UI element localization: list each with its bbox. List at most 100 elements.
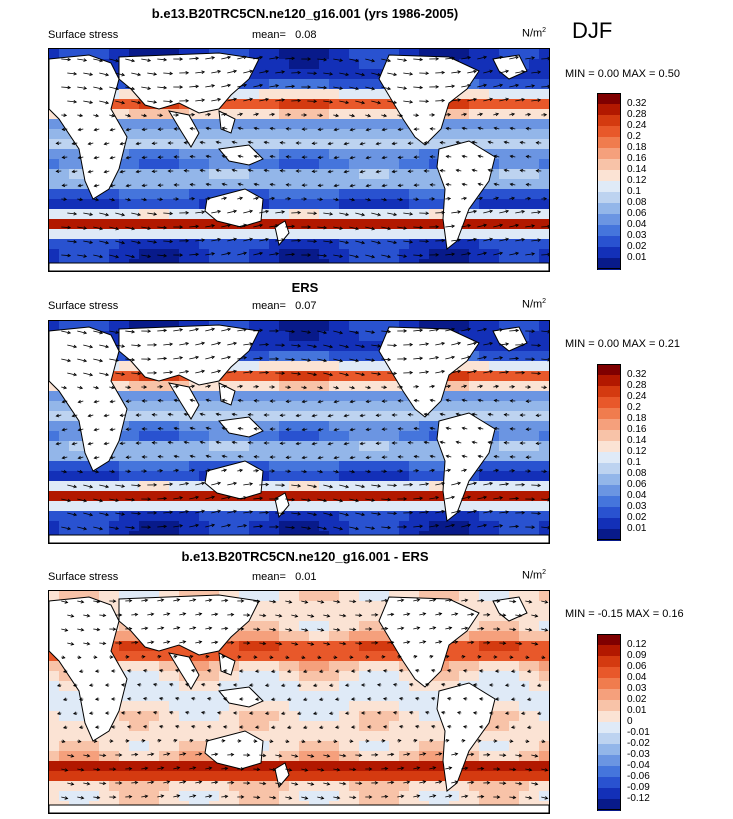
colorbar-label: 0.01 xyxy=(627,252,647,263)
colorbar-label: 0.01 xyxy=(627,705,647,716)
colorbar-label: 0.04 xyxy=(627,490,647,501)
colorbar-label: 0.09 xyxy=(627,650,647,661)
panel-1-title: b.e13.B20TRC5CN.ne120_g16.001 (yrs 1986-… xyxy=(151,6,459,21)
colorbar-swatch xyxy=(597,137,621,149)
colorbar-label: -0.01 xyxy=(627,727,650,738)
colorbar-label: 0.2 xyxy=(627,131,641,142)
colorbar-label: 0.12 xyxy=(627,639,647,650)
colorbar-label: 0.32 xyxy=(627,369,647,380)
colorbar-label: 0.18 xyxy=(627,142,647,153)
colorbar-swatch xyxy=(597,766,621,778)
colorbar-swatch xyxy=(597,529,621,541)
colorbar-swatch xyxy=(597,386,621,398)
colorbar-label: 0.08 xyxy=(627,468,647,479)
colorbar-swatch xyxy=(597,225,621,237)
panel-3-mean: mean= 0.01 xyxy=(252,571,317,583)
colorbar-swatch xyxy=(597,115,621,127)
panel-3-title: b.e13.B20TRC5CN.ne120_g16.001 - ERS xyxy=(181,549,429,564)
colorbar-swatch xyxy=(597,397,621,409)
colorbar-swatch xyxy=(597,408,621,420)
season-label: DJF xyxy=(572,18,613,43)
panel-1-mean: mean= 0.08 xyxy=(252,29,317,41)
colorbar-swatch xyxy=(597,678,621,690)
colorbar-swatch xyxy=(597,667,621,679)
colorbar-swatch xyxy=(597,159,621,171)
panel-2-mean: mean= 0.07 xyxy=(252,300,317,312)
colorbar-label: 0.12 xyxy=(627,175,647,186)
colorbar-label: 0.04 xyxy=(627,672,647,683)
panel-3-units: N/m2 xyxy=(522,569,547,582)
colorbar-label: 0.02 xyxy=(627,241,647,252)
colorbar-label: 0.14 xyxy=(627,164,647,175)
colorbar-swatch xyxy=(597,452,621,464)
colorbar-label: 0.24 xyxy=(627,120,647,131)
colorbar-swatch xyxy=(597,214,621,226)
panel-2-units: N/m2 xyxy=(522,298,547,311)
colorbar-swatch xyxy=(597,518,621,530)
panel-2-title: ERS xyxy=(291,280,319,295)
colorbar-swatch xyxy=(597,645,621,657)
colorbar-label: 0.16 xyxy=(627,153,647,164)
panel-3-minmax: MIN = -0.15 MAX = 0.16 xyxy=(565,608,684,620)
colorbar-swatch xyxy=(597,485,621,497)
colorbar-swatch xyxy=(597,441,621,453)
colorbar-label: -0.02 xyxy=(627,738,650,749)
colorbar-label: 0.03 xyxy=(627,683,647,694)
colorbar-label: 0.02 xyxy=(627,512,647,523)
colorbar-label: 0.1 xyxy=(627,457,641,468)
colorbar-label: -0.09 xyxy=(627,782,650,793)
colorbar-swatch xyxy=(597,430,621,442)
colorbar-swatch xyxy=(597,711,621,723)
colorbar-label: 0.03 xyxy=(627,501,647,512)
colorbar-swatch xyxy=(597,656,621,668)
colorbar-swatch xyxy=(597,463,621,475)
colorbar-label: 0.28 xyxy=(627,380,647,391)
colorbar-label: 0.02 xyxy=(627,694,647,705)
colorbar-swatch xyxy=(597,777,621,789)
colorbar-label: 0.06 xyxy=(627,479,647,490)
panel-2-minmax: MIN = 0.00 MAX = 0.21 xyxy=(565,338,680,350)
panel-1-field-label: Surface stress xyxy=(48,29,119,41)
colorbar-swatch xyxy=(597,689,621,701)
colorbar-swatch xyxy=(597,755,621,767)
colorbar-label: 0.01 xyxy=(627,523,647,534)
colorbar-swatch xyxy=(597,192,621,204)
panel-2-field-label: Surface stress xyxy=(48,300,119,312)
colorbar-swatch xyxy=(597,203,621,215)
colorbar-label: 0.2 xyxy=(627,402,641,413)
panel-1-units: N/m2 xyxy=(522,27,547,40)
colorbar-label: 0.12 xyxy=(627,446,647,457)
colorbar-label: 0.06 xyxy=(627,208,647,219)
colorbar-label: -0.03 xyxy=(627,749,650,760)
colorbar-swatch xyxy=(597,247,621,259)
colorbar-swatch xyxy=(597,788,621,800)
panel-3-colorbar: 0.12 0.09 0.06 0.04 0.03 0.02 0.01 0 -0.01 -0.02-… xyxy=(597,634,677,811)
colorbar-swatch xyxy=(597,496,621,508)
colorbar-label: 0 xyxy=(627,716,633,727)
colorbar-label: 0.24 xyxy=(627,391,647,402)
colorbar-swatch xyxy=(597,700,621,712)
colorbar-swatch xyxy=(597,722,621,734)
panel-3-field-label: Surface stress xyxy=(48,571,119,583)
colorbar-label: -0.12 xyxy=(627,793,650,804)
colorbar-swatch xyxy=(597,93,621,105)
colorbar-label: 0.16 xyxy=(627,424,647,435)
colorbar-swatch xyxy=(597,507,621,519)
colorbar-swatch xyxy=(597,474,621,486)
colorbar-swatch xyxy=(597,104,621,116)
colorbar-label: 0.14 xyxy=(627,435,647,446)
colorbar-swatch xyxy=(597,419,621,431)
colorbar-swatch xyxy=(597,236,621,248)
colorbar-swatch xyxy=(597,170,621,182)
colorbar-label: 0.04 xyxy=(627,219,647,230)
panel-1-minmax: MIN = 0.00 MAX = 0.50 xyxy=(565,68,680,80)
colorbar-label: 0.28 xyxy=(627,109,647,120)
panel-2-map xyxy=(48,320,550,544)
colorbar-swatch xyxy=(597,799,621,811)
colorbar-swatch xyxy=(597,364,621,376)
colorbar-swatch xyxy=(597,375,621,387)
colorbar-swatch xyxy=(597,744,621,756)
colorbar-swatch xyxy=(597,634,621,646)
colorbar-swatch xyxy=(597,126,621,138)
colorbar-swatch xyxy=(597,181,621,193)
